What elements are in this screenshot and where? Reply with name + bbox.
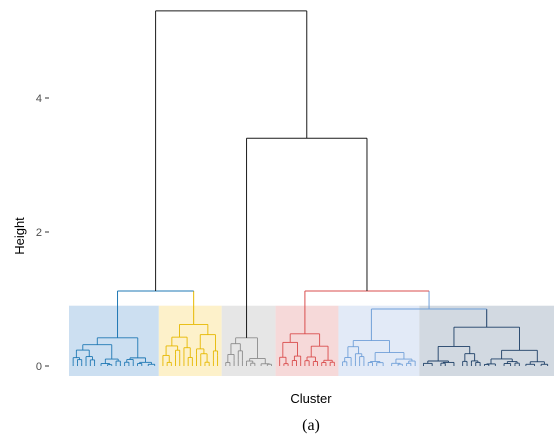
y-tick-label: 4 — [36, 93, 42, 105]
figure-caption: (a) — [302, 417, 320, 434]
dendrogram-tree — [72, 10, 549, 366]
y-tick-label: 0 — [36, 361, 42, 373]
cluster-subtree — [162, 324, 219, 366]
cluster-subtree — [423, 326, 549, 366]
cluster-band — [221, 305, 276, 376]
y-tick-label: 2 — [36, 227, 42, 239]
y-axis: 0 2 4 — [36, 93, 49, 373]
cluster-band — [275, 305, 339, 376]
cluster-band — [69, 305, 159, 376]
y-axis-title: Height — [12, 217, 27, 255]
cluster-subtree — [279, 333, 335, 366]
cluster-band — [158, 305, 222, 376]
cluster-subtree — [342, 340, 416, 366]
cluster-subtree — [72, 337, 156, 366]
cluster-subtree — [225, 337, 272, 366]
x-axis-title: Cluster — [290, 391, 332, 406]
